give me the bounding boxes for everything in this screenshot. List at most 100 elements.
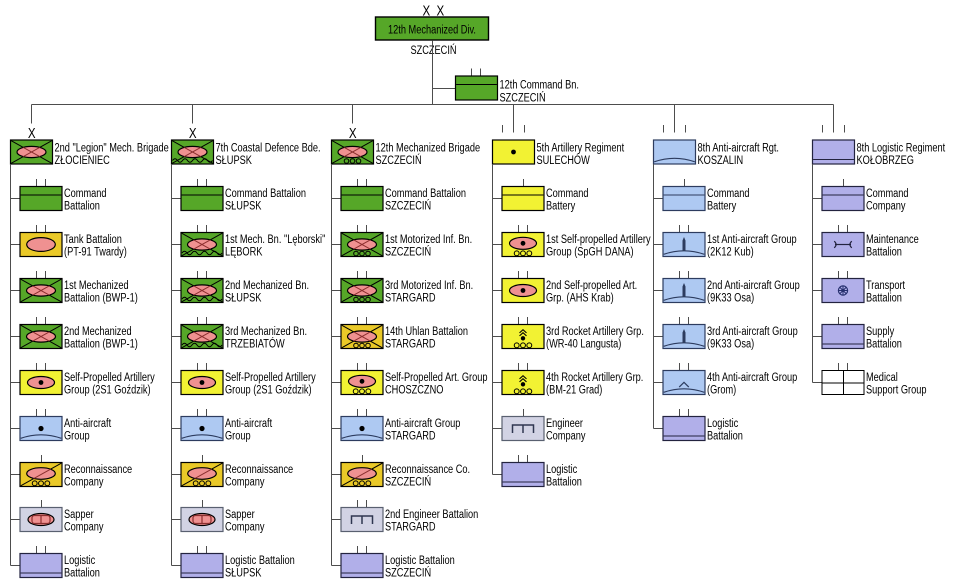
svg-text:Sapper: Sapper — [225, 508, 255, 521]
svg-text:Group (2S1 Goździk): Group (2S1 Goździk) — [64, 383, 151, 396]
svg-text:3rd Rocket Artillery Grp.: 3rd Rocket Artillery Grp. — [546, 325, 644, 338]
svg-text:Self-Propelled Artillery: Self-Propelled Artillery — [225, 371, 316, 384]
svg-text:Battalion: Battalion — [64, 199, 100, 212]
svg-text:Sapper: Sapper — [64, 508, 94, 521]
svg-text:SŁUPSK: SŁUPSK — [225, 291, 262, 304]
svg-text:Anti-aircraft Group: Anti-aircraft Group — [385, 417, 460, 430]
svg-text:4th Anti-aircraft Group: 4th Anti-aircraft Group — [707, 371, 797, 384]
svg-text:SULECHÓW: SULECHÓW — [537, 153, 591, 168]
svg-text:Company: Company — [64, 520, 104, 533]
svg-text:(BM-21 Grad): (BM-21 Grad) — [546, 383, 602, 396]
svg-text:Logistic: Logistic — [546, 463, 578, 476]
svg-text:Anti-aircraft: Anti-aircraft — [225, 417, 272, 430]
svg-text:Battalion: Battalion — [866, 245, 902, 258]
svg-text:12th Command Bn.: 12th Command Bn. — [500, 78, 579, 91]
svg-text:Command: Command — [546, 187, 589, 200]
svg-text:1st Mech. Bn. "Lęborski": 1st Mech. Bn. "Lęborski" — [225, 233, 326, 246]
svg-text:7th Coastal Defence Bde.: 7th Coastal Defence Bde. — [216, 141, 321, 154]
svg-text:2nd "Legion" Mech. Brigade: 2nd "Legion" Mech. Brigade — [55, 141, 169, 154]
svg-text:4th Rocket Artillery Grp.: 4th Rocket Artillery Grp. — [546, 371, 643, 384]
svg-text:TRZEBIATÓW: TRZEBIATÓW — [225, 336, 286, 351]
svg-text:Battalion (BWP-1): Battalion (BWP-1) — [64, 291, 138, 304]
svg-text:2nd Engineer Battalion: 2nd Engineer Battalion — [385, 508, 478, 521]
svg-text:2nd Anti-aircraft Group: 2nd Anti-aircraft Group — [707, 279, 800, 292]
svg-text:SZCZECIŃ: SZCZECIŃ — [385, 565, 431, 580]
svg-text:Company: Company — [546, 429, 586, 442]
svg-text:Anti-aircraft: Anti-aircraft — [64, 417, 111, 430]
svg-text:Logistic: Logistic — [64, 554, 96, 567]
svg-text:KOŁOBRZEG: KOŁOBRZEG — [857, 154, 914, 167]
svg-text:2nd Self-propelled Art.: 2nd Self-propelled Art. — [546, 279, 637, 292]
svg-text:Group (SpGH DANA): Group (SpGH DANA) — [546, 245, 634, 258]
svg-text:(WR-40 Langusta): (WR-40 Langusta) — [546, 337, 621, 350]
svg-text:STARGARD: STARGARD — [385, 520, 436, 533]
svg-text:8th Logistic Regiment: 8th Logistic Regiment — [857, 141, 946, 154]
svg-text:Battalion: Battalion — [707, 429, 743, 442]
svg-text:Support Group: Support Group — [866, 383, 927, 396]
svg-text:Command Battalion: Command Battalion — [225, 187, 306, 200]
svg-text:(2K12 Kub): (2K12 Kub) — [707, 245, 754, 258]
svg-text:Group: Group — [225, 429, 251, 442]
svg-text:Company: Company — [225, 475, 265, 488]
svg-text:12th Mechanized Div.: 12th Mechanized Div. — [388, 23, 476, 36]
svg-text:Transport: Transport — [866, 279, 905, 292]
svg-text:2nd Mechanized: 2nd Mechanized — [64, 325, 132, 338]
svg-text:X: X — [28, 125, 36, 142]
svg-text:3rd Mechanized Bn.: 3rd Mechanized Bn. — [225, 325, 307, 338]
svg-text:Medical: Medical — [866, 371, 898, 384]
svg-text:2nd Mechanized Bn.: 2nd Mechanized Bn. — [225, 279, 309, 292]
svg-text:Battalion: Battalion — [546, 475, 582, 488]
svg-text:1st Mechanized: 1st Mechanized — [64, 279, 129, 292]
svg-text:(9K33 Osa): (9K33 Osa) — [707, 291, 754, 304]
svg-text:12th Mechanized Brigade: 12th Mechanized Brigade — [376, 141, 481, 154]
svg-text:LĘBORK: LĘBORK — [225, 245, 263, 258]
svg-text:X: X — [422, 2, 430, 19]
svg-text:X: X — [349, 125, 357, 142]
svg-text:Reconnaissance: Reconnaissance — [225, 463, 293, 476]
svg-text:Battery: Battery — [546, 199, 576, 212]
svg-text:Company: Company — [64, 475, 104, 488]
svg-text:STARGARD: STARGARD — [385, 291, 436, 304]
svg-text:Company: Company — [225, 520, 265, 533]
svg-text:Command: Command — [707, 187, 750, 200]
svg-text:SZCZECIŃ: SZCZECIŃ — [376, 153, 422, 168]
svg-text:1st Self-propelled Artillery: 1st Self-propelled Artillery — [546, 233, 651, 246]
svg-text:Logistic Battalion: Logistic Battalion — [385, 554, 455, 567]
svg-text:Logistic: Logistic — [707, 417, 739, 430]
svg-text:14th Uhlan Battalion: 14th Uhlan Battalion — [385, 325, 468, 338]
svg-text:Tank Battalion: Tank Battalion — [64, 233, 122, 246]
svg-text:Command: Command — [64, 187, 107, 200]
svg-text:SZCZECIŃ: SZCZECIŃ — [385, 474, 431, 489]
svg-text:CHOSZCZNO: CHOSZCZNO — [385, 383, 443, 396]
svg-text:Supply: Supply — [866, 325, 895, 338]
svg-text:Battalion: Battalion — [64, 566, 100, 579]
svg-text:Logistic Battalion: Logistic Battalion — [225, 554, 295, 567]
svg-text:3rd Motorized Inf. Bn.: 3rd Motorized Inf. Bn. — [385, 279, 473, 292]
svg-text:8th Anti-aircraft Rgt.: 8th Anti-aircraft Rgt. — [698, 141, 779, 154]
svg-text:Battalion (BWP-1): Battalion (BWP-1) — [64, 337, 138, 350]
svg-text:5th Artillery Regiment: 5th Artillery Regiment — [537, 141, 625, 154]
svg-text:SZCZECIŃ: SZCZECIŃ — [385, 244, 431, 259]
svg-text:Maintenance: Maintenance — [866, 233, 919, 246]
svg-text:SŁUPSK: SŁUPSK — [225, 199, 262, 212]
svg-text:Grp. (AHS Krab): Grp. (AHS Krab) — [546, 291, 614, 304]
svg-text:Reconnaissance Co.: Reconnaissance Co. — [385, 463, 470, 476]
svg-text:Group: Group — [64, 429, 90, 442]
svg-text:Battery: Battery — [707, 199, 737, 212]
svg-text:Self-Propelled Artillery: Self-Propelled Artillery — [64, 371, 155, 384]
svg-text:Engineer: Engineer — [546, 417, 583, 430]
svg-text:STARGARD: STARGARD — [385, 429, 436, 442]
svg-text:SZCZECIŃ: SZCZECIŃ — [385, 198, 431, 213]
svg-text:1st Anti-aircraft Group: 1st Anti-aircraft Group — [707, 233, 797, 246]
svg-text:(Grom): (Grom) — [707, 383, 736, 396]
svg-text:Battalion: Battalion — [866, 337, 902, 350]
svg-text:SŁUPSK: SŁUPSK — [216, 154, 253, 167]
svg-text:STARGARD: STARGARD — [385, 337, 436, 350]
svg-text:Group (2S1 Goździk): Group (2S1 Goździk) — [225, 383, 312, 396]
svg-text:Command Battalion: Command Battalion — [385, 187, 466, 200]
svg-text:SZCZECIŃ: SZCZECIŃ — [500, 90, 546, 105]
svg-text:Company: Company — [866, 199, 906, 212]
svg-text:1st Motorized Inf. Bn.: 1st Motorized Inf. Bn. — [385, 233, 472, 246]
svg-text:Command: Command — [866, 187, 909, 200]
svg-text:SZCZECIŃ: SZCZECIŃ — [410, 43, 456, 58]
